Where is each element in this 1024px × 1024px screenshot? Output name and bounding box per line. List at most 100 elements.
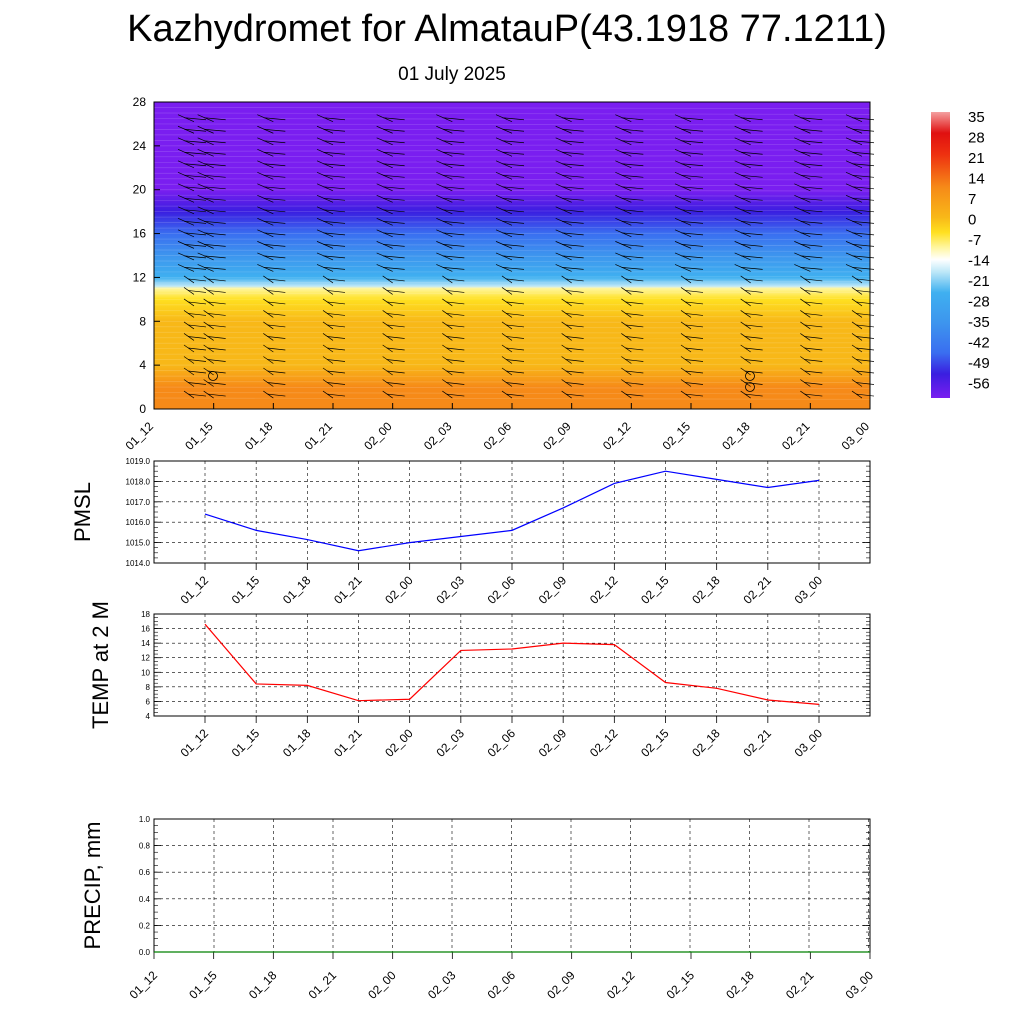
wind-barb xyxy=(257,160,274,169)
wind-barb xyxy=(376,241,393,249)
y-tick-label: 12 xyxy=(141,654,150,663)
wind-barb xyxy=(197,195,214,203)
wind-barb xyxy=(851,367,863,376)
wind-barb xyxy=(257,148,274,157)
wind-barb-flag xyxy=(744,290,763,293)
wind-barb-flag xyxy=(681,255,704,259)
wind-barb xyxy=(177,252,195,261)
wind-barb xyxy=(442,321,453,330)
wind-barb xyxy=(376,218,393,226)
chart-title: Kazhydromet for AlmatauP(43.1918 77.1211… xyxy=(127,8,887,50)
x-tick-label: 01_21 xyxy=(331,573,365,607)
wind-barb-flag xyxy=(744,313,763,316)
isotherm-line xyxy=(153,226,871,229)
wind-barb xyxy=(382,321,393,330)
wind-barb xyxy=(263,379,274,387)
y-axis-title: TEMP at 2 M xyxy=(88,601,113,729)
isotherm-line xyxy=(153,276,871,278)
wind-barb-flag xyxy=(855,324,875,328)
wind-barb-flag xyxy=(326,301,346,305)
wind-barb xyxy=(740,310,751,318)
x-tick-label: 02_18 xyxy=(723,968,757,1002)
wind-barb-flag xyxy=(207,313,226,316)
wind-barb xyxy=(794,125,811,134)
wind-barb xyxy=(501,390,513,399)
wind-barb xyxy=(555,206,572,215)
wind-barb-flag xyxy=(502,151,525,155)
wind-barb-flag xyxy=(741,151,763,155)
wind-barb-flag xyxy=(383,151,405,155)
wind-barb xyxy=(495,183,513,192)
wind-barb-flag xyxy=(386,313,405,316)
wind-barb-flag xyxy=(855,336,875,339)
x-tick-label: 01_18 xyxy=(280,726,314,760)
wind-barb xyxy=(734,183,751,192)
wind-barb xyxy=(851,298,863,307)
wind-barb-flag xyxy=(565,278,584,282)
wind-barb-flag xyxy=(621,117,644,121)
wind-barb xyxy=(257,183,274,192)
wind-barb xyxy=(615,206,632,215)
wind-barb-flag xyxy=(684,278,704,282)
wind-barb-flag xyxy=(323,197,346,201)
wind-barb xyxy=(197,125,214,134)
series-line xyxy=(204,470,820,552)
wind-barb xyxy=(615,218,632,226)
wind-barb xyxy=(674,137,692,146)
wind-barb xyxy=(203,390,214,399)
wind-barb xyxy=(621,298,632,307)
wind-barb xyxy=(197,264,214,272)
x-tick-label: 02_18 xyxy=(719,419,753,453)
wind-barb xyxy=(183,379,195,387)
wind-barb xyxy=(203,367,214,376)
wind-barb xyxy=(845,264,863,272)
colorbar-label: 28 xyxy=(968,130,985,147)
wind-barb-flag xyxy=(681,186,704,190)
isotherm-line xyxy=(153,205,871,207)
wind-barb xyxy=(322,390,334,399)
wind-barb-flag xyxy=(804,359,823,362)
wind-barb xyxy=(621,321,632,330)
wind-barb xyxy=(845,252,863,261)
wind-barb xyxy=(382,287,393,295)
wind-barb-flag xyxy=(502,117,525,121)
wind-barb-flag xyxy=(565,290,584,293)
isotherm-line xyxy=(153,352,871,355)
wind-barb-flag xyxy=(207,347,226,351)
y-tick-label: 12 xyxy=(133,270,147,284)
wind-barb xyxy=(177,125,195,134)
wind-barb-flag xyxy=(800,186,823,190)
colorbar-label: -28 xyxy=(968,294,990,311)
wind-barb xyxy=(382,310,393,318)
wind-barb xyxy=(800,367,811,376)
wind-barb xyxy=(495,171,513,180)
panel-frame xyxy=(153,613,871,717)
x-tick-label: 02_15 xyxy=(660,419,694,453)
wind-barb xyxy=(734,195,751,203)
x-tick-label: 01_12 xyxy=(178,726,212,760)
wind-barb-flag xyxy=(326,290,346,293)
isotherm-line xyxy=(153,260,871,263)
wind-barb-flag xyxy=(263,174,286,178)
wind-barb-flag xyxy=(204,255,226,259)
wind-barb xyxy=(197,252,214,261)
wind-barb-flag xyxy=(562,267,584,270)
wind-barb xyxy=(177,171,195,180)
wind-barb xyxy=(183,344,195,353)
y-tick-label: 10 xyxy=(141,668,150,677)
wind-barb xyxy=(561,333,572,341)
wind-barb xyxy=(851,310,863,318)
wind-barb-flag xyxy=(207,278,226,282)
x-tick-label: 02_18 xyxy=(689,573,723,607)
isotherm-line xyxy=(153,112,871,115)
wind-barb xyxy=(183,321,195,330)
wind-barb-flag xyxy=(744,278,763,282)
wind-barb xyxy=(734,148,751,157)
wind-barb-flag xyxy=(386,382,405,385)
isotherm-line xyxy=(153,123,871,126)
wind-barb-flag xyxy=(263,186,286,190)
isotherm-line xyxy=(153,320,871,324)
wind-barb xyxy=(183,333,195,341)
wind-barb xyxy=(495,195,513,203)
wind-barb xyxy=(495,137,513,146)
